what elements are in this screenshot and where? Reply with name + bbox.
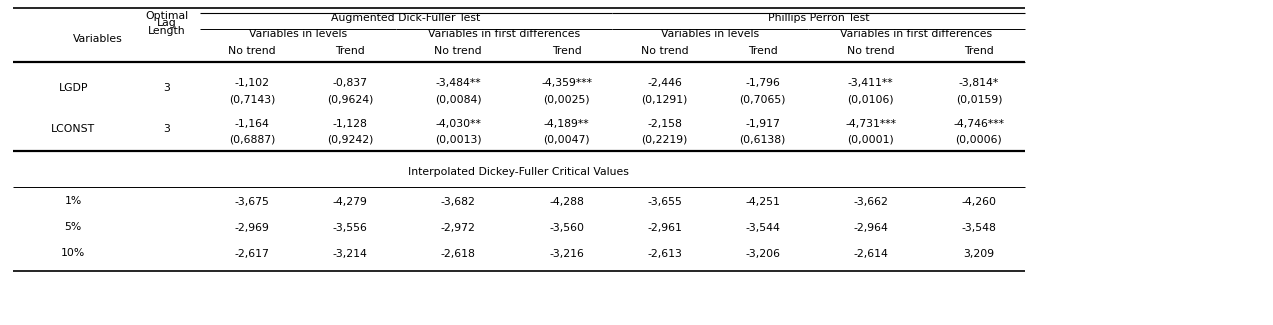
- Text: -2,613: -2,613: [647, 249, 682, 258]
- Text: -3,655: -3,655: [647, 197, 682, 206]
- Text: LGDP: LGDP: [59, 84, 88, 93]
- Text: -3,556: -3,556: [332, 223, 368, 232]
- Text: Variables: Variables: [74, 34, 123, 44]
- Text: -4,189**: -4,189**: [544, 119, 589, 128]
- Text: 3: 3: [163, 124, 171, 134]
- Text: (0,0001): (0,0001): [848, 135, 894, 145]
- Text: -2,964: -2,964: [853, 223, 889, 232]
- Text: Optimal: Optimal: [145, 11, 188, 20]
- Text: -4,731***: -4,731***: [845, 119, 896, 128]
- Text: -3,560: -3,560: [549, 223, 584, 232]
- Text: -4,260: -4,260: [961, 197, 997, 206]
- Text: LCONST: LCONST: [51, 124, 95, 134]
- Text: (0,0159): (0,0159): [956, 94, 1002, 104]
- Text: 3: 3: [163, 84, 171, 93]
- Text: -3,216: -3,216: [549, 249, 584, 258]
- Text: -3,214: -3,214: [332, 249, 368, 258]
- Text: -3,206: -3,206: [745, 249, 780, 258]
- Text: -2,614: -2,614: [853, 249, 889, 258]
- Text: Variables in first differences: Variables in first differences: [428, 30, 580, 39]
- Text: (0,1291): (0,1291): [642, 94, 687, 104]
- Text: (0,0047): (0,0047): [544, 135, 589, 145]
- Text: -3,484**: -3,484**: [435, 78, 481, 88]
- Text: -2,618: -2,618: [440, 249, 476, 258]
- Text: (0,9624): (0,9624): [327, 94, 373, 104]
- Text: -3,662: -3,662: [853, 197, 889, 206]
- Text: -2,446: -2,446: [647, 78, 682, 88]
- Text: -4,288: -4,288: [549, 197, 584, 206]
- Text: -4,359***: -4,359***: [541, 78, 592, 88]
- Text: -1,164: -1,164: [234, 119, 270, 128]
- Text: -2,961: -2,961: [647, 223, 682, 232]
- Text: No trend: No trend: [434, 46, 482, 56]
- Text: (0,0006): (0,0006): [956, 135, 1002, 145]
- Text: -4,251: -4,251: [745, 197, 780, 206]
- Text: -2,617: -2,617: [234, 249, 270, 258]
- Text: Trend: Trend: [551, 46, 582, 56]
- Text: -3,814*: -3,814*: [959, 78, 999, 88]
- Text: -3,682: -3,682: [440, 197, 476, 206]
- Text: -3,411**: -3,411**: [848, 78, 894, 88]
- Text: -4,030**: -4,030**: [435, 119, 481, 128]
- Text: -4,279: -4,279: [332, 197, 368, 206]
- Text: -1,102: -1,102: [234, 78, 270, 88]
- Text: No trend: No trend: [228, 46, 276, 56]
- Text: (0,9242): (0,9242): [327, 135, 373, 145]
- Text: Lag: Lag: [157, 19, 177, 28]
- Text: -1,796: -1,796: [745, 78, 780, 88]
- Text: Interpolated Dickey-Fuller Critical Values: Interpolated Dickey-Fuller Critical Valu…: [409, 167, 629, 177]
- Text: 5%: 5%: [65, 223, 81, 232]
- Text: (0,2219): (0,2219): [642, 135, 687, 145]
- Text: No trend: No trend: [640, 46, 689, 56]
- Text: Trend: Trend: [964, 46, 994, 56]
- Text: Variables in levels: Variables in levels: [661, 30, 760, 39]
- Text: Length: Length: [148, 26, 186, 36]
- Text: (0,0084): (0,0084): [435, 94, 481, 104]
- Text: Trend: Trend: [335, 46, 365, 56]
- Text: 10%: 10%: [61, 249, 85, 258]
- Text: (0,0013): (0,0013): [435, 135, 481, 145]
- Text: (0,0106): (0,0106): [848, 94, 894, 104]
- Text: Variables in levels: Variables in levels: [248, 30, 348, 39]
- Text: (0,7065): (0,7065): [740, 94, 785, 104]
- Text: -2,969: -2,969: [234, 223, 270, 232]
- Text: -2,972: -2,972: [440, 223, 476, 232]
- Text: (0,7143): (0,7143): [229, 94, 275, 104]
- Text: -3,675: -3,675: [234, 197, 270, 206]
- Text: Trend: Trend: [747, 46, 778, 56]
- Text: 1%: 1%: [65, 197, 81, 206]
- Text: (0,6887): (0,6887): [229, 135, 275, 145]
- Text: (0,0025): (0,0025): [544, 94, 589, 104]
- Text: Phillips Perron Test: Phillips Perron Test: [768, 13, 869, 22]
- Text: 3,209: 3,209: [964, 249, 994, 258]
- Text: Augmented Dick-Fuller Test: Augmented Dick-Fuller Test: [331, 13, 481, 22]
- Text: (0,6138): (0,6138): [740, 135, 785, 145]
- Text: No trend: No trend: [847, 46, 895, 56]
- Text: -4,746***: -4,746***: [953, 119, 1004, 128]
- Text: -0,837: -0,837: [332, 78, 368, 88]
- Text: Variables in first differences: Variables in first differences: [840, 30, 993, 39]
- Text: -2,158: -2,158: [647, 119, 682, 128]
- Text: -3,544: -3,544: [745, 223, 780, 232]
- Text: -1,128: -1,128: [332, 119, 368, 128]
- Text: -3,548: -3,548: [961, 223, 997, 232]
- Text: -1,917: -1,917: [745, 119, 780, 128]
